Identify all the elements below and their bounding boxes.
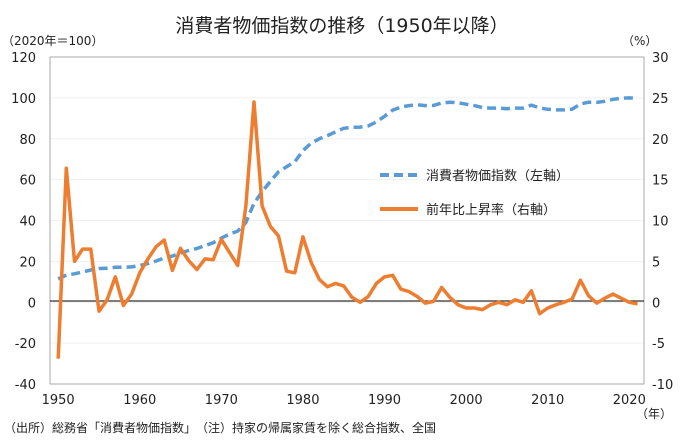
- series-lines: [56, 96, 638, 359]
- gridlines: [50, 56, 644, 385]
- right-tick-label: 20: [652, 133, 669, 148]
- x-tick-label: 1970: [205, 393, 238, 408]
- left-tick-label: 100: [11, 92, 36, 107]
- left-tick-label: 0: [28, 296, 36, 311]
- right-tick-label: 0: [652, 296, 660, 311]
- right-tick-label: 30: [652, 51, 669, 66]
- right-tick-label: 25: [652, 92, 669, 107]
- rate-line: [56, 100, 638, 359]
- legend-label-rate: 前年比上昇率（右軸）: [426, 202, 556, 218]
- right-tick-label: -5: [652, 337, 665, 352]
- chart-title: 消費者物価指数の推移（1950年以降）: [175, 15, 508, 37]
- x-tick-label: 1990: [368, 393, 401, 408]
- legend: 消費者物価指数（左軸） 前年比上昇率（右軸）: [380, 169, 569, 218]
- left-tick-label: 60: [19, 174, 36, 189]
- left-axis-unit: （2020年＝100）: [2, 34, 103, 48]
- footnote: （出所）総務省「消費者物価指数」 （注）持家の帰属家賃を除く総合指数、全国: [4, 420, 436, 435]
- x-tick-label: 1950: [42, 393, 75, 408]
- x-tick-label: 2020: [613, 393, 646, 408]
- right-tick-label: 5: [652, 255, 660, 270]
- left-tick-label: -20: [15, 337, 36, 352]
- left-tick-label: 20: [19, 255, 36, 270]
- left-axis-ticks: -40 -20 0 20 40 60 80 100 120: [11, 51, 36, 393]
- right-axis-ticks: -10 -5 0 5 10 15 20 25 30: [652, 51, 673, 393]
- x-tick-label: 1980: [286, 393, 319, 408]
- x-axis-ticks: 1950 1960 1970 1980 1990 2000 2010 2020: [42, 393, 646, 408]
- plot-frame: [49, 56, 645, 385]
- left-tick-label: 40: [19, 215, 36, 230]
- right-tick-label: 15: [652, 174, 669, 189]
- right-tick-label: -10: [652, 378, 673, 393]
- x-tick-label: 2000: [450, 393, 483, 408]
- left-tick-label: 80: [19, 133, 36, 148]
- left-tick-label: 120: [11, 51, 36, 66]
- x-tick-label: 1960: [123, 393, 156, 408]
- x-axis-unit: （年）: [636, 407, 672, 421]
- cpi-line: [57, 96, 638, 281]
- legend-label-cpi: 消費者物価指数（左軸）: [426, 169, 569, 184]
- x-tick-label: 2010: [531, 393, 564, 408]
- right-axis-unit: （%）: [622, 34, 657, 48]
- left-tick-label: -40: [15, 378, 36, 393]
- right-tick-label: 10: [652, 215, 669, 230]
